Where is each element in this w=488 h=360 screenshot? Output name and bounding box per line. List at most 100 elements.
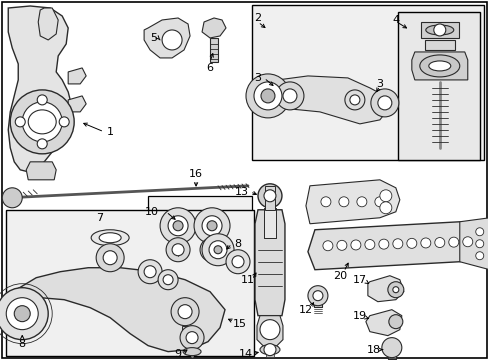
- Bar: [251, 5, 483, 160]
- Polygon shape: [257, 316, 283, 346]
- Circle shape: [194, 208, 229, 244]
- Circle shape: [96, 244, 124, 272]
- Text: 11: 11: [241, 275, 254, 285]
- Polygon shape: [258, 76, 387, 124]
- Circle shape: [185, 332, 198, 344]
- Polygon shape: [16, 268, 224, 352]
- Circle shape: [59, 117, 69, 127]
- Bar: [182, 326, 188, 344]
- Bar: [397, 12, 479, 160]
- Circle shape: [200, 238, 224, 262]
- Text: 5: 5: [150, 33, 157, 43]
- Circle shape: [392, 239, 402, 249]
- Circle shape: [15, 117, 25, 127]
- Circle shape: [173, 221, 183, 231]
- Circle shape: [307, 286, 327, 306]
- Circle shape: [258, 184, 282, 208]
- Circle shape: [178, 305, 192, 319]
- Text: 12: 12: [298, 305, 312, 315]
- Circle shape: [10, 90, 74, 154]
- Circle shape: [264, 344, 275, 356]
- Text: 18: 18: [366, 345, 380, 355]
- Circle shape: [338, 197, 348, 207]
- Text: 10: 10: [145, 207, 159, 217]
- Text: 1: 1: [106, 127, 113, 137]
- Ellipse shape: [91, 230, 129, 246]
- Polygon shape: [38, 8, 58, 40]
- Text: 19: 19: [352, 311, 366, 321]
- Circle shape: [214, 246, 222, 254]
- Circle shape: [180, 326, 203, 350]
- Circle shape: [37, 139, 47, 149]
- Polygon shape: [411, 52, 467, 80]
- Circle shape: [406, 238, 416, 248]
- Bar: [264, 186, 274, 210]
- Polygon shape: [8, 6, 72, 172]
- Text: 8: 8: [19, 339, 26, 348]
- Bar: [264, 208, 275, 238]
- Circle shape: [171, 298, 199, 326]
- Bar: [313, 304, 321, 307]
- Circle shape: [205, 244, 218, 256]
- Circle shape: [374, 197, 384, 207]
- Circle shape: [260, 320, 280, 339]
- Circle shape: [433, 24, 445, 36]
- Text: 14: 14: [239, 348, 253, 359]
- Circle shape: [475, 228, 483, 236]
- Polygon shape: [420, 22, 458, 38]
- Polygon shape: [26, 162, 56, 180]
- Circle shape: [168, 216, 188, 236]
- Text: 8: 8: [234, 239, 241, 249]
- Ellipse shape: [425, 25, 453, 35]
- Circle shape: [14, 306, 30, 322]
- Circle shape: [336, 240, 346, 250]
- Circle shape: [231, 256, 244, 268]
- Polygon shape: [305, 180, 399, 224]
- Polygon shape: [367, 276, 403, 302]
- Polygon shape: [68, 68, 86, 84]
- Text: 3: 3: [376, 79, 383, 89]
- Circle shape: [37, 95, 47, 105]
- Polygon shape: [254, 210, 285, 316]
- Ellipse shape: [183, 348, 201, 356]
- Circle shape: [206, 221, 217, 231]
- Circle shape: [344, 90, 364, 110]
- Circle shape: [322, 241, 332, 251]
- Circle shape: [388, 315, 402, 329]
- Circle shape: [475, 240, 483, 248]
- Circle shape: [434, 238, 444, 248]
- Circle shape: [349, 95, 359, 105]
- Circle shape: [6, 298, 38, 330]
- Circle shape: [350, 240, 360, 250]
- Text: 9: 9: [174, 348, 181, 359]
- Circle shape: [0, 288, 48, 339]
- Bar: [387, 356, 395, 359]
- Circle shape: [378, 239, 388, 249]
- Circle shape: [172, 244, 183, 256]
- Polygon shape: [144, 18, 190, 58]
- Circle shape: [253, 82, 282, 110]
- Circle shape: [283, 89, 296, 103]
- Bar: [210, 38, 218, 62]
- Circle shape: [208, 241, 226, 259]
- Polygon shape: [424, 40, 454, 50]
- Text: 2: 2: [254, 13, 261, 23]
- Circle shape: [225, 250, 249, 274]
- Circle shape: [202, 216, 222, 236]
- Ellipse shape: [419, 55, 459, 77]
- Text: 7: 7: [97, 213, 103, 223]
- Bar: [6, 210, 253, 356]
- Circle shape: [364, 239, 374, 249]
- Circle shape: [392, 287, 398, 293]
- Circle shape: [138, 260, 162, 284]
- Polygon shape: [459, 218, 488, 270]
- Circle shape: [475, 252, 483, 260]
- Circle shape: [420, 238, 430, 248]
- Circle shape: [103, 251, 117, 265]
- Bar: [265, 354, 273, 357]
- Circle shape: [387, 282, 403, 298]
- Polygon shape: [365, 310, 401, 336]
- Text: 13: 13: [235, 187, 248, 197]
- Ellipse shape: [260, 345, 280, 355]
- Polygon shape: [307, 222, 477, 270]
